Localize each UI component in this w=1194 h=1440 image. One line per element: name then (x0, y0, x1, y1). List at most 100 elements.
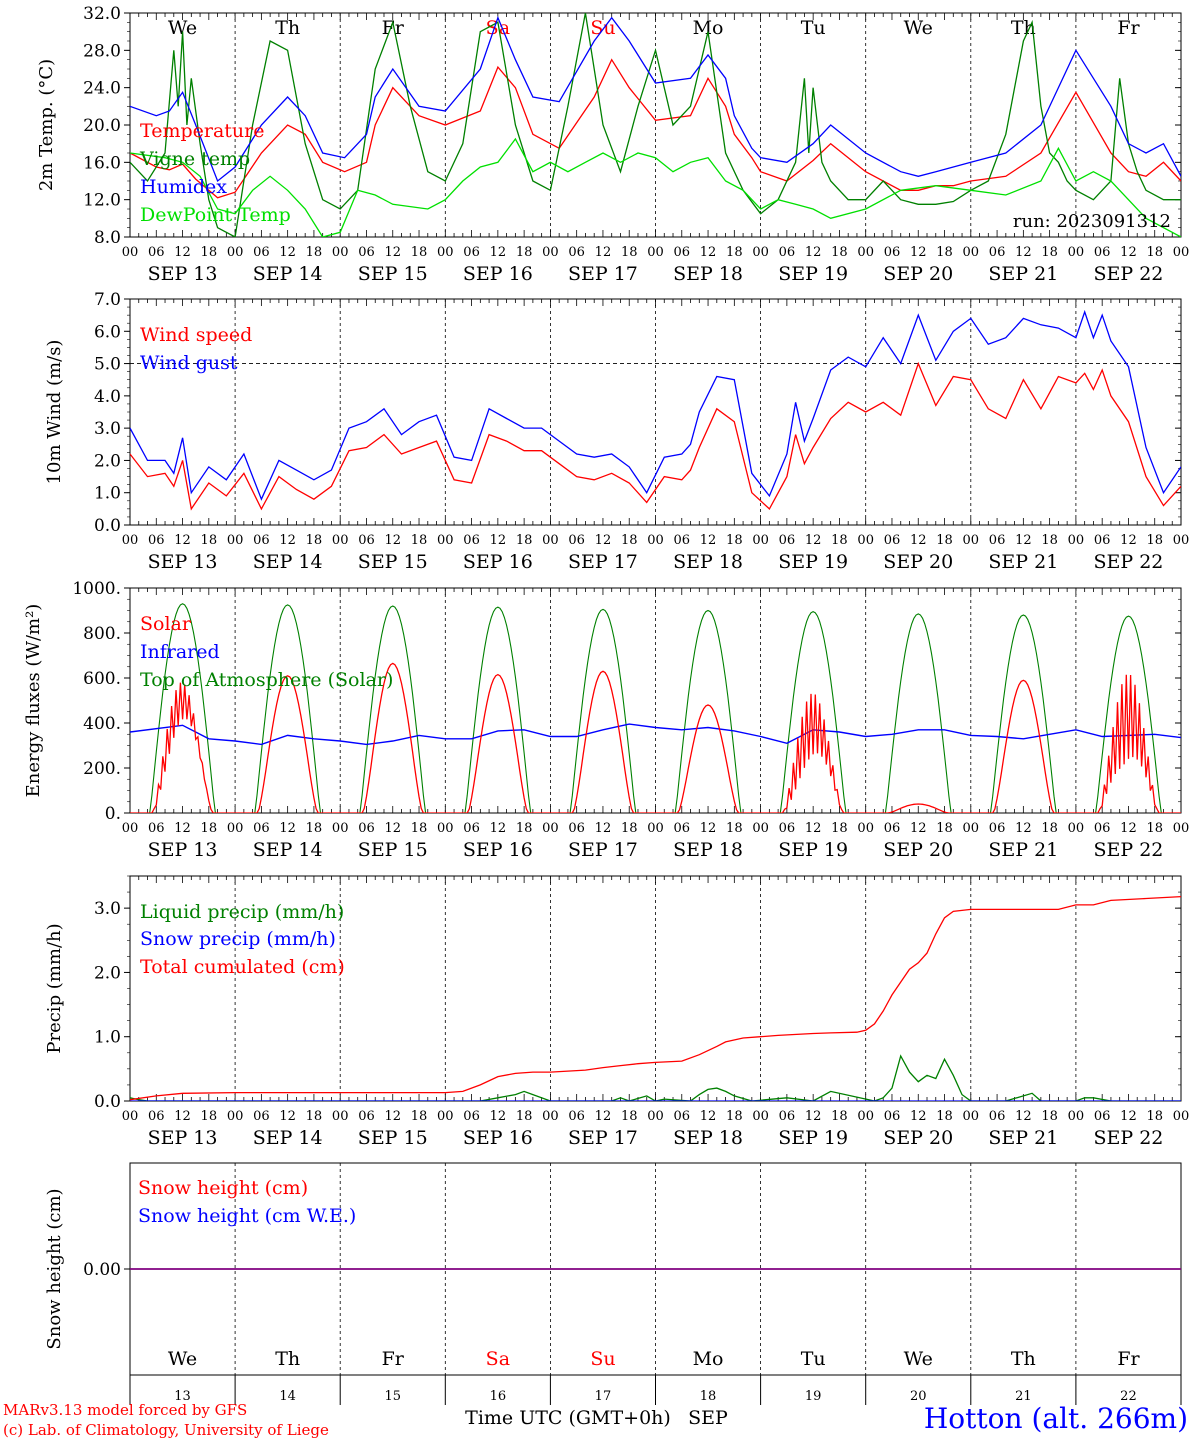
ytick-label: 3.0 (94, 899, 121, 919)
ytick-label: 3.0 (94, 419, 121, 439)
date-label: SEP 18 (673, 551, 743, 573)
date-label: SEP 15 (358, 263, 428, 285)
hour-tick-label: 12 (279, 1109, 296, 1124)
hour-tick-label: 06 (463, 245, 480, 260)
hour-tick-label: 18 (936, 533, 953, 548)
hour-tick-label: 12 (700, 1109, 717, 1124)
hour-tick-label: 06 (674, 1109, 691, 1124)
hour-tick-label: 12 (1120, 1109, 1137, 1124)
hour-tick-label: 06 (884, 533, 901, 548)
hour-tick-label: 18 (1146, 533, 1163, 548)
weekday-label: We (168, 1348, 197, 1370)
ytick-label: 6.0 (94, 322, 121, 342)
hour-tick-label: 06 (884, 1109, 901, 1124)
hour-tick-label: 12 (910, 1109, 927, 1124)
copyright-credit: (c) Lab. of Climatology, University of L… (3, 1421, 329, 1439)
day-number-label: 17 (595, 1389, 612, 1404)
hour-tick-label: 00 (647, 821, 664, 836)
hour-tick-label: 12 (279, 533, 296, 548)
weekday-label: Tu (801, 1348, 826, 1370)
weekday-label: Su (590, 17, 615, 39)
hour-tick-label: 18 (201, 1109, 218, 1124)
hour-tick-label: 12 (910, 245, 927, 260)
date-label: SEP 16 (463, 839, 533, 861)
hour-tick-label: 18 (306, 821, 323, 836)
hour-tick-label: 12 (1015, 245, 1032, 260)
hour-tick-label: 00 (752, 1109, 769, 1124)
hour-tick-label: 12 (384, 533, 401, 548)
hour-tick-label: 12 (490, 533, 507, 548)
day-number-label: 22 (1120, 1389, 1137, 1404)
hour-tick-label: 06 (779, 1109, 796, 1124)
hour-tick-label: 12 (384, 1109, 401, 1124)
hour-tick-label: 12 (174, 533, 191, 548)
hour-tick-label: 06 (1094, 1109, 1111, 1124)
hour-tick-label: 06 (148, 533, 165, 548)
day-number-label: 15 (384, 1389, 401, 1404)
date-label: SEP 20 (883, 1127, 953, 1149)
hour-tick-label: 06 (1094, 533, 1111, 548)
hour-tick-label: 12 (700, 245, 717, 260)
hour-tick-label: 06 (989, 1109, 1006, 1124)
date-label: SEP 17 (568, 551, 638, 573)
hour-tick-label: 00 (963, 245, 980, 260)
hour-tick-label: 00 (227, 1109, 244, 1124)
day-number-label: 14 (279, 1389, 296, 1404)
date-label: SEP 19 (778, 1127, 848, 1149)
y-axis-label: 10m Wind (m/s) (44, 340, 65, 485)
hour-tick-label: 00 (437, 1109, 454, 1124)
hour-tick-label: 00 (332, 821, 349, 836)
panel-1: 8.0 12.0 16.0 20.0 24.0 28.0 32.0 2m Temp. (°C)… (36, 4, 1189, 285)
day-number-label: 19 (805, 1389, 822, 1404)
hour-tick-label: 12 (910, 821, 927, 836)
y-axis-label: 2m Temp. (°C) (36, 59, 57, 191)
hour-tick-label: 18 (726, 821, 743, 836)
hour-tick-label: 06 (148, 821, 165, 836)
temperature-line (130, 58, 1181, 199)
hour-tick-label: 00 (752, 533, 769, 548)
weekday-label: Th (275, 17, 300, 39)
day-number-label: 21 (1015, 1389, 1032, 1404)
legend-entry: Solar (140, 613, 192, 635)
hour-tick-label: 18 (1041, 245, 1058, 260)
hour-tick-label: 18 (306, 1109, 323, 1124)
date-label: SEP 20 (883, 839, 953, 861)
legend-entry: Snow height (cm W.E.) (138, 1205, 356, 1227)
legend-entry: Humidex (140, 176, 227, 198)
ytick-label: 200. (83, 759, 121, 779)
hour-tick-label: 18 (1146, 1109, 1163, 1124)
ytick-label: 0.00 (83, 1260, 121, 1280)
hour-tick-label: 06 (358, 821, 375, 836)
hour-tick-label: 06 (253, 1109, 270, 1124)
hour-tick-label: 12 (174, 245, 191, 260)
hour-tick-label: 12 (805, 533, 822, 548)
weekday-label: Sa (486, 1348, 510, 1370)
ytick-label: 24.0 (83, 79, 121, 99)
hour-tick-label: 12 (1120, 821, 1137, 836)
weekday-label: Fr (1117, 1348, 1140, 1370)
hour-tick-label: 00 (227, 245, 244, 260)
hour-tick-label: 12 (805, 245, 822, 260)
hour-tick-label: 06 (989, 245, 1006, 260)
date-label: SEP 21 (988, 551, 1058, 573)
hour-tick-label: 00 (1173, 533, 1190, 548)
hour-tick-label: 18 (621, 1109, 638, 1124)
panel-4: 0.0 1.0 2.0 3.0 Precip (mm/h) 00 06 12 18 SEP 13 0… (44, 875, 1189, 1149)
weekday-label: We (904, 1348, 933, 1370)
hour-tick-label: 12 (490, 245, 507, 260)
wind-gust-line (130, 309, 1181, 501)
hour-tick-label: 18 (621, 245, 638, 260)
hour-tick-label: 12 (595, 821, 612, 836)
hour-tick-label: 18 (201, 821, 218, 836)
hour-tick-label: 18 (411, 821, 428, 836)
hour-tick-label: 12 (1015, 821, 1032, 836)
hour-tick-label: 00 (1068, 821, 1085, 836)
date-label: SEP 13 (148, 839, 218, 861)
hour-tick-label: 00 (963, 533, 980, 548)
hour-tick-label: 18 (306, 533, 323, 548)
hour-tick-label: 18 (516, 821, 533, 836)
hour-tick-label: 18 (1146, 245, 1163, 260)
ytick-label: 1000. (72, 579, 121, 599)
date-label: SEP 22 (1094, 1127, 1164, 1149)
hour-tick-label: 00 (542, 1109, 559, 1124)
